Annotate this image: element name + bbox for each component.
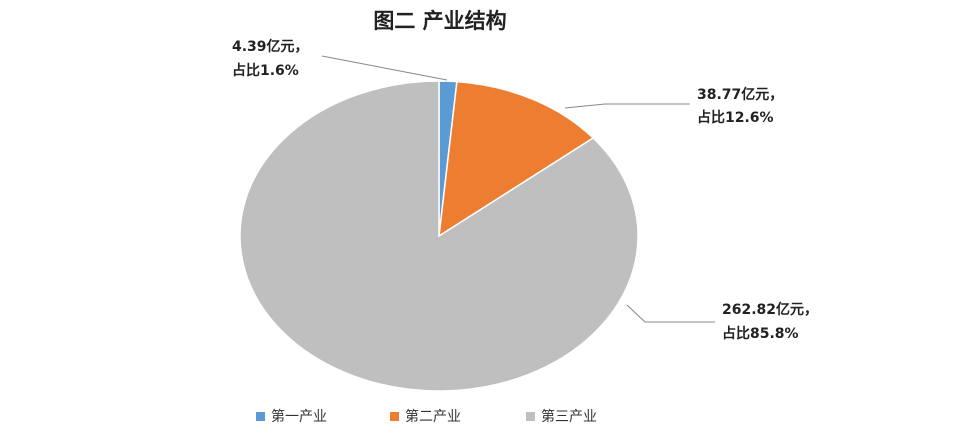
legend-swatch xyxy=(390,412,399,421)
data-label: 占比1.6% xyxy=(232,62,299,79)
legend-label: 第一产业 xyxy=(271,408,327,425)
legend-label: 第三产业 xyxy=(541,408,597,425)
data-label: 占比85.8% xyxy=(722,325,799,342)
data-label: 4.39亿元， xyxy=(232,38,309,55)
pie-slice xyxy=(438,80,595,238)
pie-slice xyxy=(239,80,639,392)
leader-line xyxy=(564,103,690,109)
legend-swatch xyxy=(256,412,265,421)
legend-label: 第二产业 xyxy=(405,408,461,425)
chart-title: 图二 产业结构 xyxy=(373,9,506,33)
leader-line xyxy=(626,304,715,323)
data-label: 262.82亿元， xyxy=(722,301,818,318)
legend-swatch xyxy=(526,412,535,421)
leader-line xyxy=(321,55,448,81)
data-label: 38.77亿元， xyxy=(697,86,783,103)
data-label: 占比12.6% xyxy=(697,109,774,126)
